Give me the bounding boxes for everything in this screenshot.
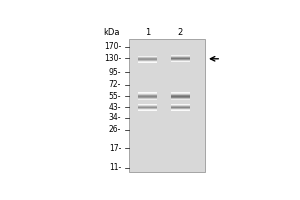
Bar bbox=[138, 106, 158, 107]
Bar bbox=[171, 95, 190, 96]
Bar bbox=[171, 97, 190, 98]
Bar bbox=[171, 96, 190, 97]
Bar bbox=[138, 56, 158, 57]
Bar bbox=[138, 96, 158, 97]
Bar bbox=[138, 110, 158, 111]
Bar bbox=[138, 108, 158, 109]
Text: 2: 2 bbox=[178, 28, 183, 37]
Bar bbox=[138, 58, 158, 59]
Text: 72-: 72- bbox=[109, 80, 121, 89]
Text: 17-: 17- bbox=[109, 144, 121, 153]
Bar bbox=[138, 94, 158, 95]
FancyBboxPatch shape bbox=[129, 39, 205, 172]
Bar bbox=[138, 105, 158, 106]
Bar bbox=[138, 107, 158, 108]
Bar bbox=[171, 104, 190, 105]
Bar bbox=[171, 110, 190, 111]
Bar bbox=[171, 99, 190, 100]
Bar bbox=[171, 94, 190, 95]
Bar bbox=[171, 59, 190, 60]
Text: 26-: 26- bbox=[109, 125, 121, 134]
Bar bbox=[171, 55, 190, 56]
Bar bbox=[171, 92, 190, 93]
Bar bbox=[171, 108, 190, 109]
Bar bbox=[171, 61, 190, 62]
Text: 43-: 43- bbox=[109, 103, 121, 112]
Bar bbox=[171, 58, 190, 59]
Bar bbox=[171, 60, 190, 61]
Text: 34-: 34- bbox=[109, 113, 121, 122]
Bar bbox=[138, 57, 158, 58]
Text: 170-: 170- bbox=[104, 42, 121, 51]
Bar bbox=[138, 61, 158, 62]
Bar bbox=[138, 104, 158, 105]
Bar bbox=[138, 98, 158, 99]
Bar bbox=[171, 105, 190, 106]
Bar bbox=[138, 62, 158, 63]
Text: 55-: 55- bbox=[109, 92, 121, 101]
Text: 1: 1 bbox=[145, 28, 151, 37]
Bar bbox=[138, 60, 158, 61]
Bar bbox=[171, 107, 190, 108]
Text: 11-: 11- bbox=[109, 163, 121, 172]
Bar bbox=[138, 97, 158, 98]
Text: kDa: kDa bbox=[103, 28, 120, 37]
Bar bbox=[171, 98, 190, 99]
Bar bbox=[138, 99, 158, 100]
Text: 130-: 130- bbox=[104, 54, 121, 63]
Bar bbox=[138, 59, 158, 60]
Bar bbox=[171, 109, 190, 110]
Bar bbox=[138, 92, 158, 93]
Bar bbox=[171, 57, 190, 58]
Bar bbox=[138, 109, 158, 110]
Bar bbox=[138, 93, 158, 94]
Text: 95-: 95- bbox=[109, 68, 121, 77]
Bar bbox=[171, 56, 190, 57]
Bar bbox=[171, 106, 190, 107]
Bar bbox=[138, 95, 158, 96]
Bar bbox=[171, 93, 190, 94]
